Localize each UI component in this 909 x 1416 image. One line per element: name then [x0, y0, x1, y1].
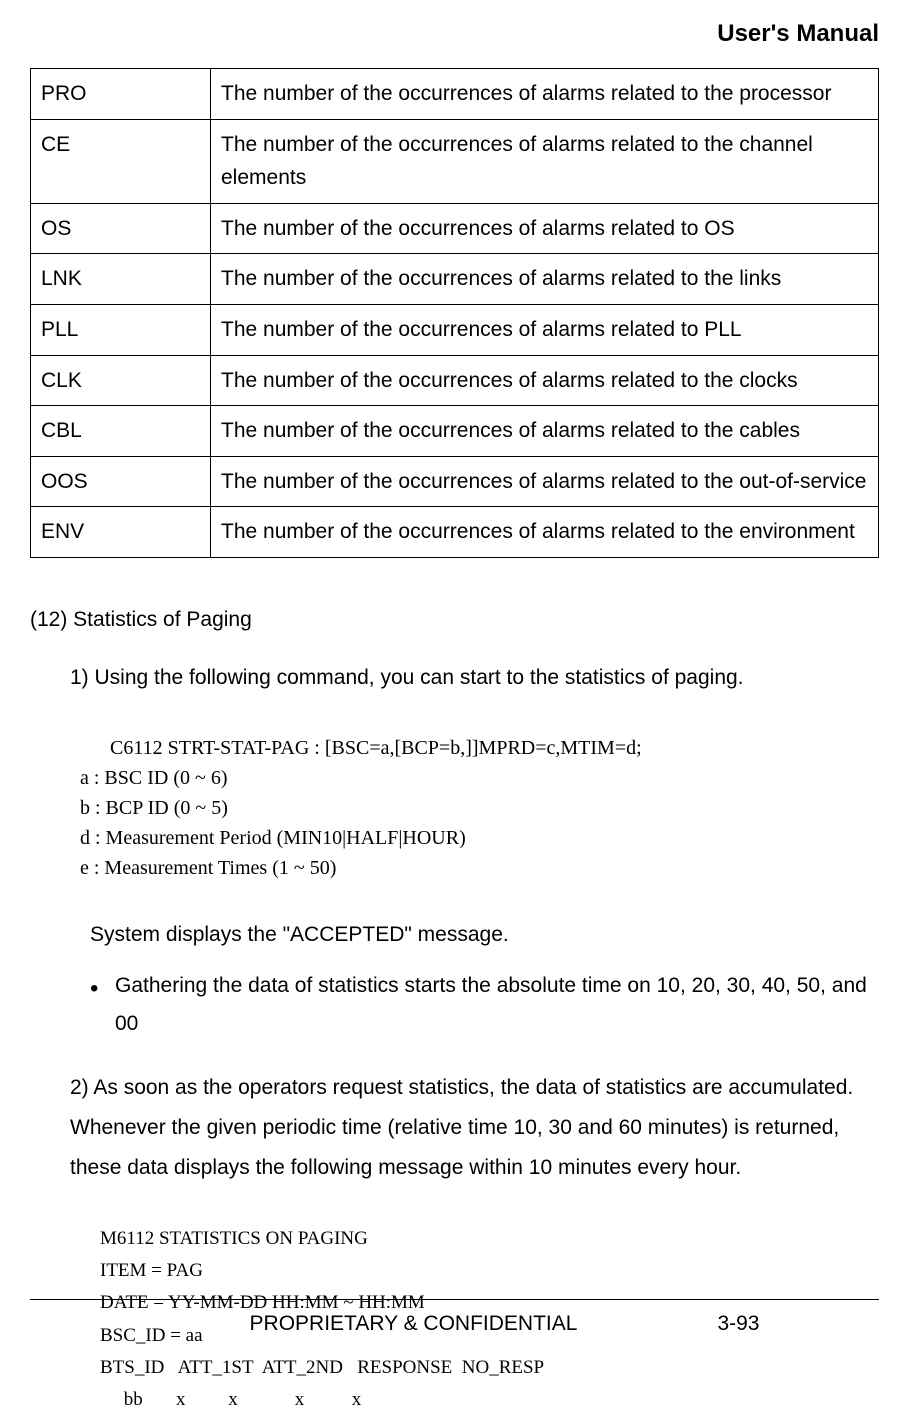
- system-message: System displays the "ACCEPTED" message.: [90, 923, 879, 947]
- alarm-description-cell: The number of the occurrences of alarms …: [211, 406, 879, 457]
- page-header: User's Manual: [30, 20, 879, 48]
- output-line: M6112 STATISTICS ON PAGING: [100, 1223, 879, 1255]
- alarm-code-cell: ENV: [31, 507, 211, 558]
- alarm-description-cell: The number of the occurrences of alarms …: [211, 304, 879, 355]
- alarm-code-cell: OOS: [31, 456, 211, 507]
- table-row: OOSThe number of the occurrences of alar…: [31, 456, 879, 507]
- section-heading: (12) Statistics of Paging: [30, 608, 879, 632]
- alarm-code-cell: LNK: [31, 254, 211, 305]
- table-row: PROThe number of the occurrences of alar…: [31, 69, 879, 120]
- output-line: BTS_ID ATT_1ST ATT_2ND RESPONSE NO_RESP: [100, 1352, 879, 1384]
- command-line: C6112 STRT-STAT-PAG : [BSC=a,[BCP=b,]]MP…: [110, 733, 879, 763]
- footer-right: 3-93: [717, 1312, 759, 1336]
- alarm-code-cell: PLL: [31, 304, 211, 355]
- alarm-description-cell: The number of the occurrences of alarms …: [211, 355, 879, 406]
- alarm-code-cell: CLK: [31, 355, 211, 406]
- alarm-code-cell: CBL: [31, 406, 211, 457]
- step-2-text: 2) As soon as the operators request stat…: [70, 1068, 879, 1188]
- command-param: d : Measurement Period (MIN10|HALF|HOUR): [80, 823, 879, 853]
- command-block: C6112 STRT-STAT-PAG : [BSC=a,[BCP=b,]]MP…: [80, 733, 879, 883]
- alarm-description-cell: The number of the occurrences of alarms …: [211, 456, 879, 507]
- output-line: bb x x x x: [100, 1384, 879, 1416]
- table-row: ENVThe number of the occurrences of alar…: [31, 507, 879, 558]
- header-title: User's Manual: [717, 20, 879, 47]
- alarm-definitions-table: PROThe number of the occurrences of alar…: [30, 68, 879, 558]
- alarm-description-cell: The number of the occurrences of alarms …: [211, 254, 879, 305]
- bullet-text: Gathering the data of statistics starts …: [115, 974, 867, 1035]
- table-row: OSThe number of the occurrences of alarm…: [31, 203, 879, 254]
- command-param: e : Measurement Times (1 ~ 50): [80, 853, 879, 883]
- alarm-code-cell: PRO: [31, 69, 211, 120]
- alarm-code-cell: OS: [31, 203, 211, 254]
- table-row: LNKThe number of the occurrences of alar…: [31, 254, 879, 305]
- page-footer: PROPRIETARY & CONFIDENTIAL 3-93: [30, 1299, 879, 1336]
- alarm-code-cell: CE: [31, 119, 211, 203]
- output-line: ITEM = PAG: [100, 1255, 879, 1287]
- alarm-description-cell: The number of the occurrences of alarms …: [211, 507, 879, 558]
- command-param: b : BCP ID (0 ~ 5): [80, 793, 879, 823]
- table-row: CBLThe number of the occurrences of alar…: [31, 406, 879, 457]
- table-row: PLLThe number of the occurrences of alar…: [31, 304, 879, 355]
- step-1-text: 1) Using the following command, you can …: [70, 662, 879, 694]
- alarm-description-cell: The number of the occurrences of alarms …: [211, 69, 879, 120]
- footer-left: PROPRIETARY & CONFIDENTIAL: [250, 1312, 578, 1336]
- alarm-description-cell: The number of the occurrences of alarms …: [211, 203, 879, 254]
- bullet-item: Gathering the data of statistics starts …: [90, 967, 879, 1043]
- command-param: a : BSC ID (0 ~ 6): [80, 763, 879, 793]
- table-row: CEThe number of the occurrences of alarm…: [31, 119, 879, 203]
- table-row: CLKThe number of the occurrences of alar…: [31, 355, 879, 406]
- alarm-description-cell: The number of the occurrences of alarms …: [211, 119, 879, 203]
